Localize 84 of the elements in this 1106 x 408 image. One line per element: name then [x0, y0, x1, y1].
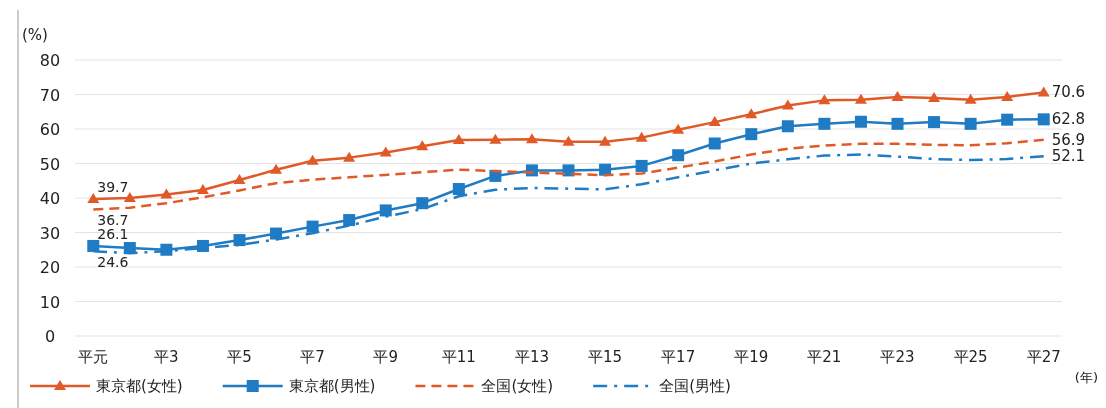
point: [1001, 113, 1014, 126]
point: [452, 183, 465, 196]
x-tick-label: 平25: [953, 348, 988, 366]
y-axis-title: (%): [22, 26, 48, 44]
y-tick-label: 50: [39, 154, 61, 174]
x-tick-label: 平17: [661, 348, 696, 366]
legend-label: 全国(女性): [481, 377, 554, 395]
x-tick-label: 平27: [1026, 348, 1061, 366]
x-tick-label: 平13: [514, 348, 549, 366]
x-tick-label: 平9: [373, 348, 398, 366]
point: [379, 146, 392, 157]
data-label: 39.7: [97, 179, 129, 196]
y-tick-label: 60: [39, 120, 61, 139]
point: [928, 116, 941, 129]
point: [1037, 86, 1050, 97]
point: [160, 188, 173, 199]
point: [87, 193, 100, 204]
point: [635, 131, 648, 142]
point: [379, 204, 392, 217]
point: [964, 93, 977, 104]
point: [233, 234, 246, 247]
point: [489, 133, 502, 144]
point: [745, 108, 758, 119]
point: [781, 120, 794, 133]
point: [343, 151, 356, 162]
point: [416, 140, 429, 151]
x-tick-label: 平19: [734, 348, 769, 366]
y-tick-label: 0: [44, 327, 56, 346]
x-tick-label: 平7: [300, 348, 325, 366]
point: [562, 164, 575, 177]
point: [854, 115, 867, 128]
point: [1037, 113, 1050, 126]
data-label: 62.8: [1051, 110, 1086, 129]
point: [818, 117, 831, 130]
y-tick-label: 20: [39, 258, 61, 277]
x-tick-label: 平15: [588, 348, 623, 366]
point: [233, 174, 246, 185]
point: [854, 93, 867, 104]
point: [87, 239, 100, 252]
point: [270, 163, 283, 174]
point: [781, 99, 794, 110]
point: [599, 135, 612, 146]
data-label: 52.1: [1051, 147, 1086, 166]
point: [562, 135, 575, 146]
point: [708, 137, 721, 150]
point: [270, 227, 283, 240]
x-tick-label: 平元: [78, 348, 109, 366]
point: [745, 128, 758, 141]
y-tick-label: 10: [39, 292, 61, 312]
point: [196, 239, 209, 252]
point: [306, 154, 319, 165]
data-label: 56.9: [1051, 130, 1086, 149]
point: [416, 197, 429, 210]
x-tick-label: 平23: [880, 348, 915, 366]
y-tick-label: 80: [39, 51, 61, 70]
x-tick-label: 平3: [154, 348, 179, 366]
point: [1001, 90, 1014, 101]
point: [708, 116, 721, 127]
point: [928, 91, 941, 102]
point: [196, 184, 209, 195]
y-tick-label: 40: [39, 189, 61, 208]
legend-label: 東京都(女性): [96, 377, 183, 395]
point: [891, 90, 904, 101]
point: [964, 117, 977, 130]
point: [306, 220, 319, 233]
point: [672, 149, 685, 162]
legend-label: 東京都(男性): [288, 377, 376, 395]
point: [343, 214, 356, 227]
x-tick-label: 平11: [441, 348, 476, 366]
point: [818, 94, 831, 105]
point: [672, 123, 685, 134]
y-tick-label: 30: [39, 223, 61, 243]
x-tick-label: 平21: [807, 348, 842, 366]
point: [452, 134, 465, 145]
data-label: 70.6: [1051, 83, 1086, 102]
point: [123, 192, 136, 202]
x-axis-title: (年): [1074, 370, 1098, 385]
point: [891, 117, 904, 130]
legend-label: 全国(男性): [659, 377, 731, 395]
point: [635, 159, 648, 172]
data-label: 24.6: [97, 254, 129, 271]
y-tick-label: 70: [39, 85, 61, 105]
x-tick-label: 平5: [227, 348, 252, 366]
point: [525, 133, 538, 144]
